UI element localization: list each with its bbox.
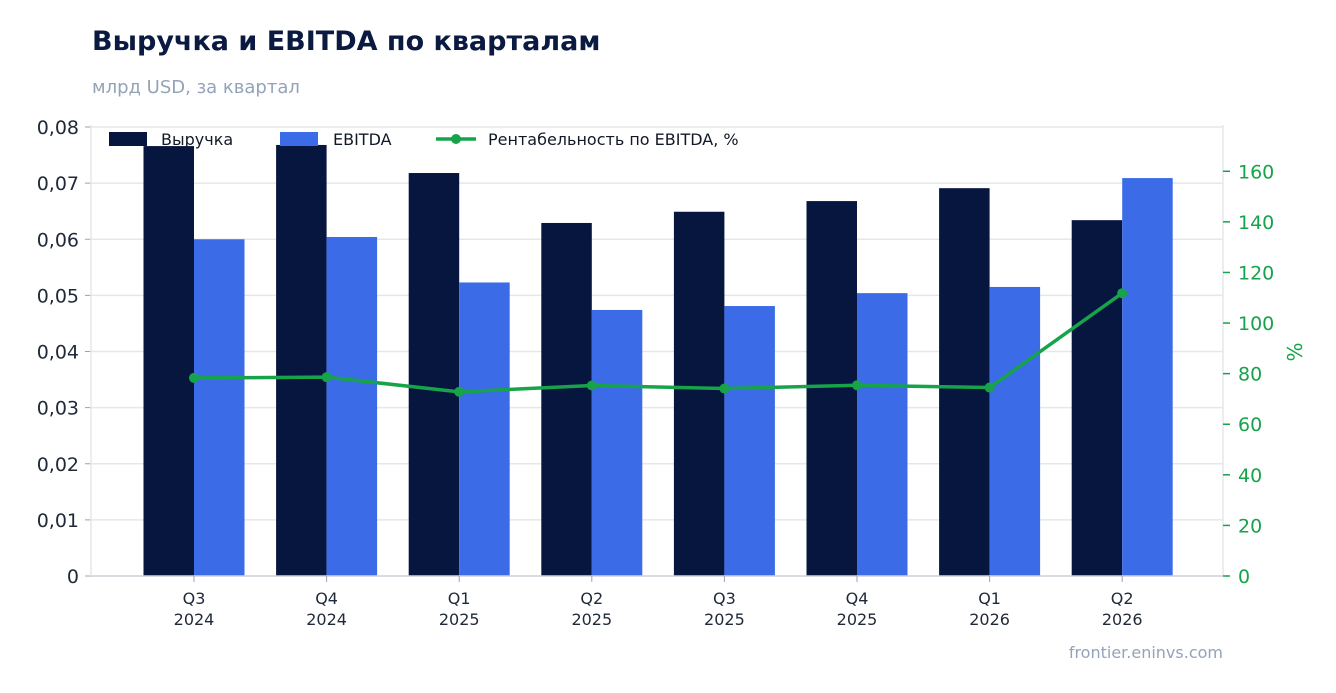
- margin-point: [984, 382, 995, 393]
- x-tick-label-year: 2026: [969, 610, 1010, 629]
- bars: [143, 144, 1173, 577]
- margin-point: [852, 380, 862, 391]
- legend-swatch-ebitda: [280, 132, 318, 146]
- grid-lines: [91, 126, 1223, 577]
- bar-revenue: [143, 146, 194, 576]
- margin-point: [189, 372, 199, 383]
- margin-point: [454, 386, 465, 397]
- chart-title: Выручка и EBITDA по кварталам: [92, 26, 601, 57]
- y-right-tick-label: 120: [1238, 262, 1274, 284]
- legend-label-revenue: Выручка: [161, 130, 233, 149]
- x-tick-label-quarter: Q1: [978, 589, 1001, 608]
- bar-ebitda: [326, 237, 378, 576]
- x-tick-label-quarter: Q3: [183, 589, 206, 608]
- bar-ebitda: [857, 293, 908, 576]
- y-left-tick-label: 0,07: [37, 173, 79, 195]
- margin-point: [586, 380, 597, 391]
- y-right-tick-label: 140: [1238, 212, 1274, 234]
- bar-revenue: [541, 222, 592, 576]
- bar-revenue: [939, 188, 990, 576]
- bar-ebitda: [194, 239, 245, 576]
- bar-ebitda: [1122, 178, 1173, 577]
- y-left-tick-label: 0,04: [37, 342, 79, 364]
- x-tick-label-year: 2025: [837, 610, 878, 629]
- y-right-tick-label: 20: [1238, 515, 1262, 537]
- margin-line: [189, 288, 1128, 397]
- y-right-tick-label: 60: [1238, 414, 1262, 436]
- y-right-tick-label: 80: [1238, 364, 1262, 386]
- bar-revenue: [673, 211, 725, 576]
- bar-revenue: [408, 173, 460, 576]
- x-tick-label-year: 2026: [1102, 610, 1143, 629]
- margin-point: [1117, 288, 1128, 299]
- y-right-tick-label: 0: [1238, 566, 1250, 588]
- bar-revenue: [276, 144, 327, 576]
- legend-swatch-revenue: [109, 132, 147, 146]
- y-right-tick-label: 40: [1238, 465, 1262, 487]
- x-tick-label-quarter: Q3: [713, 589, 736, 608]
- x-tick-label-year: 2024: [306, 610, 347, 629]
- legend-label-margin: Рентабельность по EBITDA, %: [488, 130, 739, 149]
- y-left-tick-label: 0,06: [37, 229, 79, 251]
- bar-ebitda: [989, 286, 1041, 576]
- margin-point: [321, 372, 332, 383]
- y-right-tick-label: 100: [1238, 313, 1274, 335]
- margin-series-line: [193, 291, 1124, 394]
- legend-label-ebitda: EBITDA: [333, 130, 392, 149]
- x-tick-label-year: 2024: [174, 610, 215, 629]
- y-right-tick-label: 160: [1238, 161, 1274, 183]
- x-tick-label-quarter: Q2: [580, 589, 603, 608]
- x-tick-label-quarter: Q4: [315, 589, 338, 608]
- y-left-tick-label: 0,03: [37, 398, 79, 420]
- axes: 0 0,01 0,02 0,03 0,04 0,05 0,06 0,07 0,08 0 20 40 60…: [37, 117, 1307, 629]
- y-left-tick-label: 0: [67, 566, 79, 588]
- chart-subtitle: млрд USD, за квартал: [92, 77, 300, 98]
- legend-marker-margin: [451, 134, 461, 144]
- y-left-tick-label: 0,02: [37, 454, 79, 476]
- x-tick-label-year: 2025: [704, 610, 745, 629]
- x-tick-label-quarter: Q1: [448, 589, 471, 608]
- bar-ebitda: [459, 282, 510, 576]
- x-tick-label-year: 2025: [439, 610, 480, 629]
- bar-revenue: [806, 201, 857, 576]
- y-left-tick-label: 0,01: [37, 510, 79, 532]
- source-credit: frontier.eninvs.com: [1068, 643, 1223, 662]
- x-tick-label-year: 2025: [571, 610, 612, 629]
- x-tick-label-quarter: Q2: [1111, 589, 1134, 608]
- x-tick-label-quarter: Q4: [846, 589, 869, 608]
- y-right-axis-label: %: [1283, 342, 1307, 361]
- margin-point: [719, 383, 730, 394]
- y-left-tick-label: 0,05: [37, 285, 79, 307]
- bar-revenue: [1071, 220, 1123, 577]
- legend: Выручка EBITDA Рентабельность по EBITDA, %: [109, 130, 739, 149]
- bar-ebitda: [724, 306, 775, 576]
- y-left-tick-label: 0,08: [37, 117, 79, 139]
- bar-ebitda: [591, 309, 643, 576]
